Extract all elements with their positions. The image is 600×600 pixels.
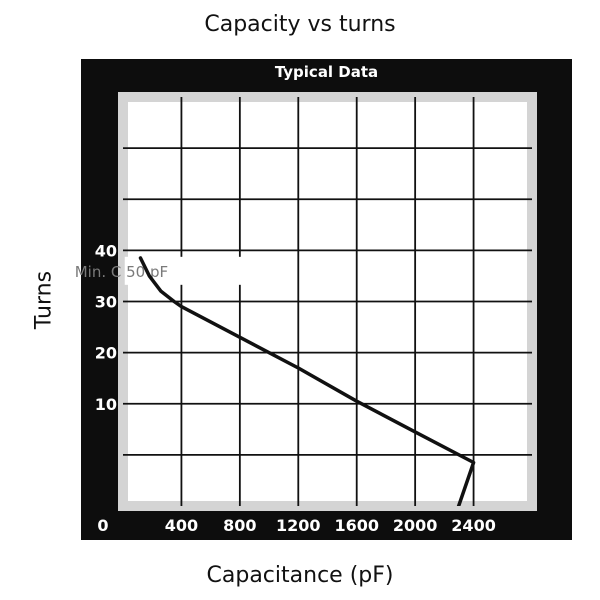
y-tick-label: 10 [95,395,117,414]
y-tick-label: 30 [95,293,117,312]
annotation-text: Min. C 50 pF [75,263,168,281]
x-tick-label: 2000 [393,516,438,535]
x-tick-label: 400 [165,516,198,535]
series-line-0 [138,256,476,506]
chart-title: Capacity vs turns [204,12,396,37]
x-tick-label: 1600 [334,516,379,535]
y-tick-label: 40 [95,241,117,260]
x-axis-label: Capacitance (pF) [206,563,394,588]
x-tick-label: 1200 [276,516,321,535]
y-axis-label: Turns [31,270,57,330]
x-tick-label: 0 [97,516,108,535]
annotation: Min. C 50 pF [75,256,259,285]
x-tick-label: 2400 [451,516,496,535]
y-tick-label: 20 [95,344,117,363]
x-tick-label: 800 [223,516,256,535]
panel-title: Typical Data [274,63,379,81]
